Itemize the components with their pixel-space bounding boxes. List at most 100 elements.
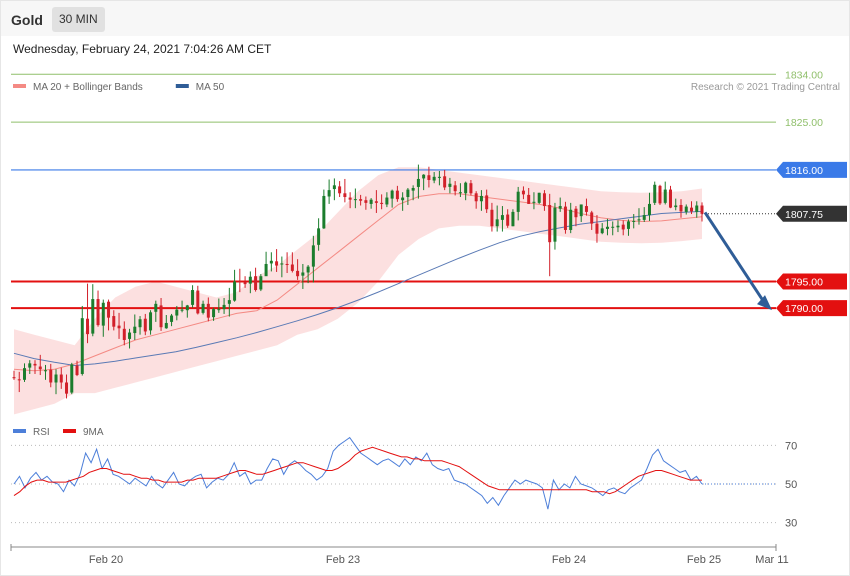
candle-body	[469, 183, 473, 194]
rsi-legend-swatch-0	[13, 429, 26, 433]
candle-body	[611, 226, 615, 228]
candle-body	[485, 195, 489, 210]
candle-body	[149, 312, 153, 331]
level-label-1816.00: 1816.00	[785, 165, 823, 177]
candle-body	[175, 309, 179, 316]
level-tag-1790.00	[776, 300, 847, 317]
candle-body	[668, 189, 672, 208]
candle-body	[49, 369, 53, 383]
ma20-line	[13, 193, 703, 372]
rsi-tick-50: 50	[785, 479, 797, 491]
candle-body	[548, 204, 552, 243]
level-label-1825.00: 1825.00	[785, 117, 823, 129]
candle-body	[222, 304, 226, 310]
candle-body	[206, 303, 210, 318]
candle-body	[107, 301, 111, 318]
timestamp: Wednesday, February 24, 2021 7:04:26 AM …	[13, 42, 272, 56]
candle-body	[479, 195, 483, 202]
candle-body	[185, 305, 189, 311]
candle-body	[327, 190, 331, 197]
candle-body	[574, 208, 578, 218]
candle-body	[521, 190, 525, 195]
candle-body	[632, 220, 636, 222]
candle-body	[401, 197, 405, 201]
candle-body	[212, 309, 216, 318]
candle-body	[238, 281, 242, 283]
candle-body	[637, 219, 641, 221]
candle-body	[65, 382, 69, 394]
candle-body	[532, 201, 536, 203]
candle-body	[44, 370, 48, 372]
timeframe-badge[interactable]: 30 MIN	[52, 7, 105, 32]
candle-body	[122, 328, 126, 340]
candle-body	[353, 199, 357, 201]
candle-body	[332, 185, 336, 190]
candle-body	[138, 319, 142, 328]
candle-body	[595, 223, 599, 234]
candle-body	[217, 309, 221, 311]
candle-body	[506, 214, 510, 226]
candle-body	[579, 204, 583, 217]
x-tick-feb-25: Feb 25	[687, 554, 721, 566]
candle-body	[170, 315, 174, 322]
candle-body	[301, 272, 305, 276]
candle-body	[605, 226, 609, 229]
candle-body	[285, 263, 289, 265]
candle-body	[317, 228, 321, 245]
legend-swatch-1	[175, 84, 189, 88]
candle-body	[369, 199, 373, 204]
candle-body	[616, 225, 620, 228]
candle-body	[385, 197, 389, 205]
rsi-tick-70: 70	[785, 440, 797, 452]
candle-body	[59, 374, 63, 383]
candle-body	[679, 204, 683, 212]
candle-body	[343, 193, 347, 198]
level-label-1790.00: 1790.00	[785, 303, 823, 315]
candle-body	[374, 201, 378, 203]
level-label-1795.00: 1795.00	[785, 277, 823, 289]
candle-body	[254, 276, 258, 291]
candle-body	[264, 263, 268, 277]
candle-body	[416, 178, 420, 187]
candle-body	[54, 374, 58, 383]
candle-body	[191, 290, 195, 305]
candle-body	[311, 245, 315, 267]
rsi-tick-30: 30	[785, 518, 797, 530]
rsi-line	[13, 436, 703, 510]
candle-body	[201, 303, 205, 313]
candle-body	[296, 270, 300, 277]
candle-body	[590, 212, 594, 224]
candle-body	[427, 175, 431, 181]
candle-body	[490, 209, 494, 227]
candle-body	[653, 184, 657, 203]
candle-body	[558, 206, 562, 209]
candle-body	[516, 191, 520, 212]
candle-body	[511, 211, 515, 227]
candle-body	[269, 260, 273, 264]
candle-body	[658, 185, 662, 204]
candle-body	[647, 203, 651, 216]
candle-body	[112, 316, 116, 327]
x-tick-feb-23: Feb 23	[326, 554, 360, 566]
candle-body	[338, 186, 342, 194]
candle-body	[248, 276, 252, 284]
level-label-1807.75: 1807.75	[785, 209, 823, 221]
candle-body	[542, 193, 546, 207]
forecast-arrow-shaft	[703, 211, 766, 303]
level-tag-1807.75	[776, 205, 847, 222]
x-tick-feb-24: Feb 24	[552, 554, 586, 566]
rsi-legend-label-0: RSI	[33, 427, 50, 438]
candle-body	[96, 299, 100, 326]
candle-body	[243, 282, 247, 285]
candle-body	[227, 300, 231, 304]
forecast-arrow-head	[757, 295, 772, 311]
rsi-legend-swatch-1	[63, 429, 76, 433]
candle-body	[443, 176, 447, 188]
candle-body	[437, 176, 441, 178]
candle-body	[700, 205, 704, 214]
candle-body	[563, 206, 567, 230]
legend-label-0: MA 20 + Bollinger Bands	[33, 82, 143, 93]
candle-body	[101, 302, 105, 326]
candle-body	[584, 206, 588, 212]
